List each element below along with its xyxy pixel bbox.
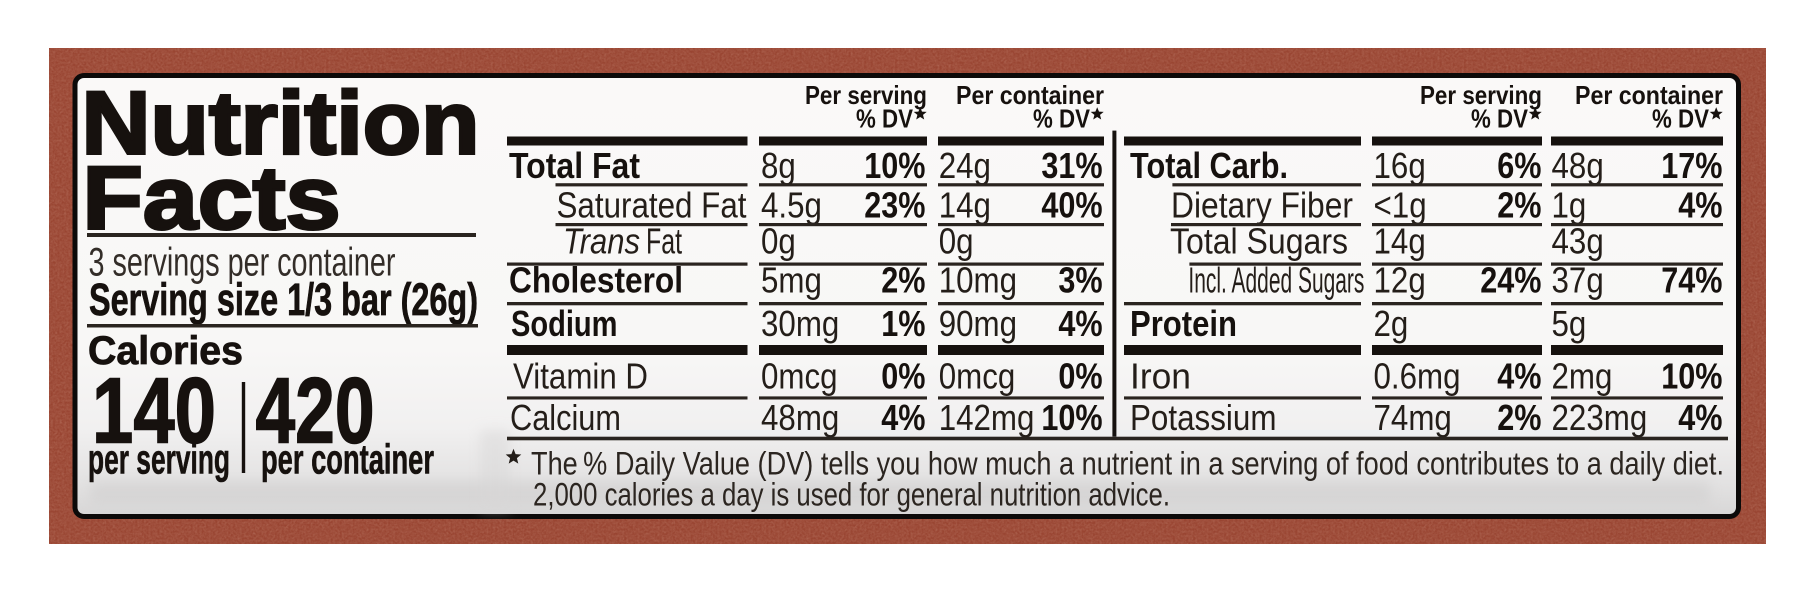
svg-text:2%: 2% [1497, 185, 1541, 226]
svg-text:Iron: Iron [1130, 356, 1191, 397]
svg-text:48g: 48g [1552, 145, 1604, 186]
svg-text:4%: 4% [1497, 356, 1541, 397]
svg-text:10%: 10% [1041, 397, 1102, 438]
svg-text:Serving size 1/3 bar (26g): Serving size 1/3 bar (26g) [89, 274, 478, 325]
svg-text:Total Sugars: Total Sugars [1170, 220, 1348, 261]
svg-text:per container: per container [261, 436, 434, 483]
svg-text:2,000 calories a day is used f: 2,000 calories a day is used for general… [533, 477, 1170, 513]
svg-text:1%: 1% [881, 303, 925, 344]
svg-text:Protein: Protein [1130, 303, 1237, 344]
svg-text:142mg: 142mg [939, 397, 1035, 438]
svg-text:Facts: Facts [83, 148, 341, 248]
svg-text:4%: 4% [881, 397, 925, 438]
svg-text:14g: 14g [939, 185, 991, 226]
svg-text:2%: 2% [881, 260, 925, 301]
svg-text:Per container: Per container [956, 80, 1104, 110]
svg-text:2mg: 2mg [1552, 356, 1613, 397]
svg-text:10%: 10% [1661, 356, 1722, 397]
svg-text:0g: 0g [761, 220, 796, 261]
svg-text:5g: 5g [1552, 303, 1587, 344]
svg-text:Vitamin D: Vitamin D [513, 356, 648, 397]
svg-text:40%: 40% [1041, 185, 1102, 226]
svg-text:Fat: Fat [646, 220, 682, 261]
svg-text:<1g: <1g [1374, 185, 1427, 226]
svg-text:% DV: % DV [1033, 104, 1091, 134]
svg-text:12g: 12g [1374, 260, 1426, 301]
svg-text:0mcg: 0mcg [939, 356, 1016, 397]
svg-text:% DV: % DV [1471, 104, 1529, 134]
svg-text:0.6mg: 0.6mg [1374, 356, 1461, 397]
svg-text:Total Carb.: Total Carb. [1130, 145, 1288, 186]
svg-text:The % Daily Value (DV) tells y: The % Daily Value (DV) tells you how muc… [531, 446, 1724, 482]
svg-text:31%: 31% [1041, 145, 1102, 186]
svg-text:0mcg: 0mcg [761, 356, 838, 397]
svg-text:Dietary Fiber: Dietary Fiber [1171, 185, 1353, 226]
svg-text:74%: 74% [1661, 260, 1722, 301]
svg-text:30mg: 30mg [761, 303, 839, 344]
svg-text:4.5g: 4.5g [761, 185, 822, 226]
svg-text:1g: 1g [1552, 185, 1587, 226]
svg-text:8g: 8g [761, 145, 796, 186]
svg-text:90mg: 90mg [939, 303, 1017, 344]
svg-text:% DV: % DV [1652, 104, 1710, 134]
svg-text:Per container: Per container [1575, 80, 1723, 110]
svg-text:Per serving: Per serving [805, 80, 927, 110]
svg-text:Total Fat: Total Fat [509, 145, 640, 186]
svg-text:Calcium: Calcium [510, 397, 621, 438]
svg-text:2g: 2g [1374, 303, 1409, 344]
svg-text:Sodium: Sodium [511, 303, 618, 344]
svg-text:223mg: 223mg [1552, 397, 1648, 438]
svg-text:% DV: % DV [856, 104, 914, 134]
svg-text:per serving: per serving [88, 436, 230, 483]
svg-text:Incl. Added Sugars: Incl. Added Sugars [1188, 260, 1364, 301]
svg-text:Calories: Calories [88, 329, 243, 373]
svg-text:0%: 0% [881, 356, 925, 397]
svg-text:4%: 4% [1058, 303, 1102, 344]
svg-text:140: 140 [92, 359, 216, 463]
svg-text:14g: 14g [1374, 220, 1426, 261]
svg-text:24g: 24g [939, 145, 991, 186]
svg-text:Trans: Trans [563, 220, 640, 261]
svg-text:48mg: 48mg [761, 397, 839, 438]
svg-text:Nutrition: Nutrition [82, 73, 480, 173]
svg-text:4%: 4% [1678, 185, 1722, 226]
svg-text:420: 420 [256, 359, 375, 463]
svg-text:6%: 6% [1497, 145, 1541, 186]
svg-text:2%: 2% [1497, 397, 1541, 438]
svg-text:16g: 16g [1374, 145, 1426, 186]
svg-text:24%: 24% [1480, 260, 1541, 301]
svg-text:Potassium: Potassium [1130, 397, 1277, 438]
svg-text:17%: 17% [1661, 145, 1722, 186]
svg-text:43g: 43g [1552, 220, 1604, 261]
svg-text:0g: 0g [939, 220, 974, 261]
svg-text:0%: 0% [1058, 356, 1102, 397]
svg-text:10%: 10% [864, 145, 925, 186]
svg-text:5mg: 5mg [761, 260, 822, 301]
svg-text:Cholesterol: Cholesterol [509, 260, 683, 301]
svg-text:74mg: 74mg [1374, 397, 1452, 438]
svg-text:3 servings per container: 3 servings per container [89, 241, 396, 285]
svg-text:3%: 3% [1058, 260, 1102, 301]
svg-text:4%: 4% [1678, 397, 1722, 438]
svg-text:37g: 37g [1552, 260, 1604, 301]
svg-text:10mg: 10mg [939, 260, 1017, 301]
svg-text:23%: 23% [864, 185, 925, 226]
svg-text:Per serving: Per serving [1420, 80, 1542, 110]
svg-text:Saturated Fat: Saturated Fat [557, 185, 747, 226]
